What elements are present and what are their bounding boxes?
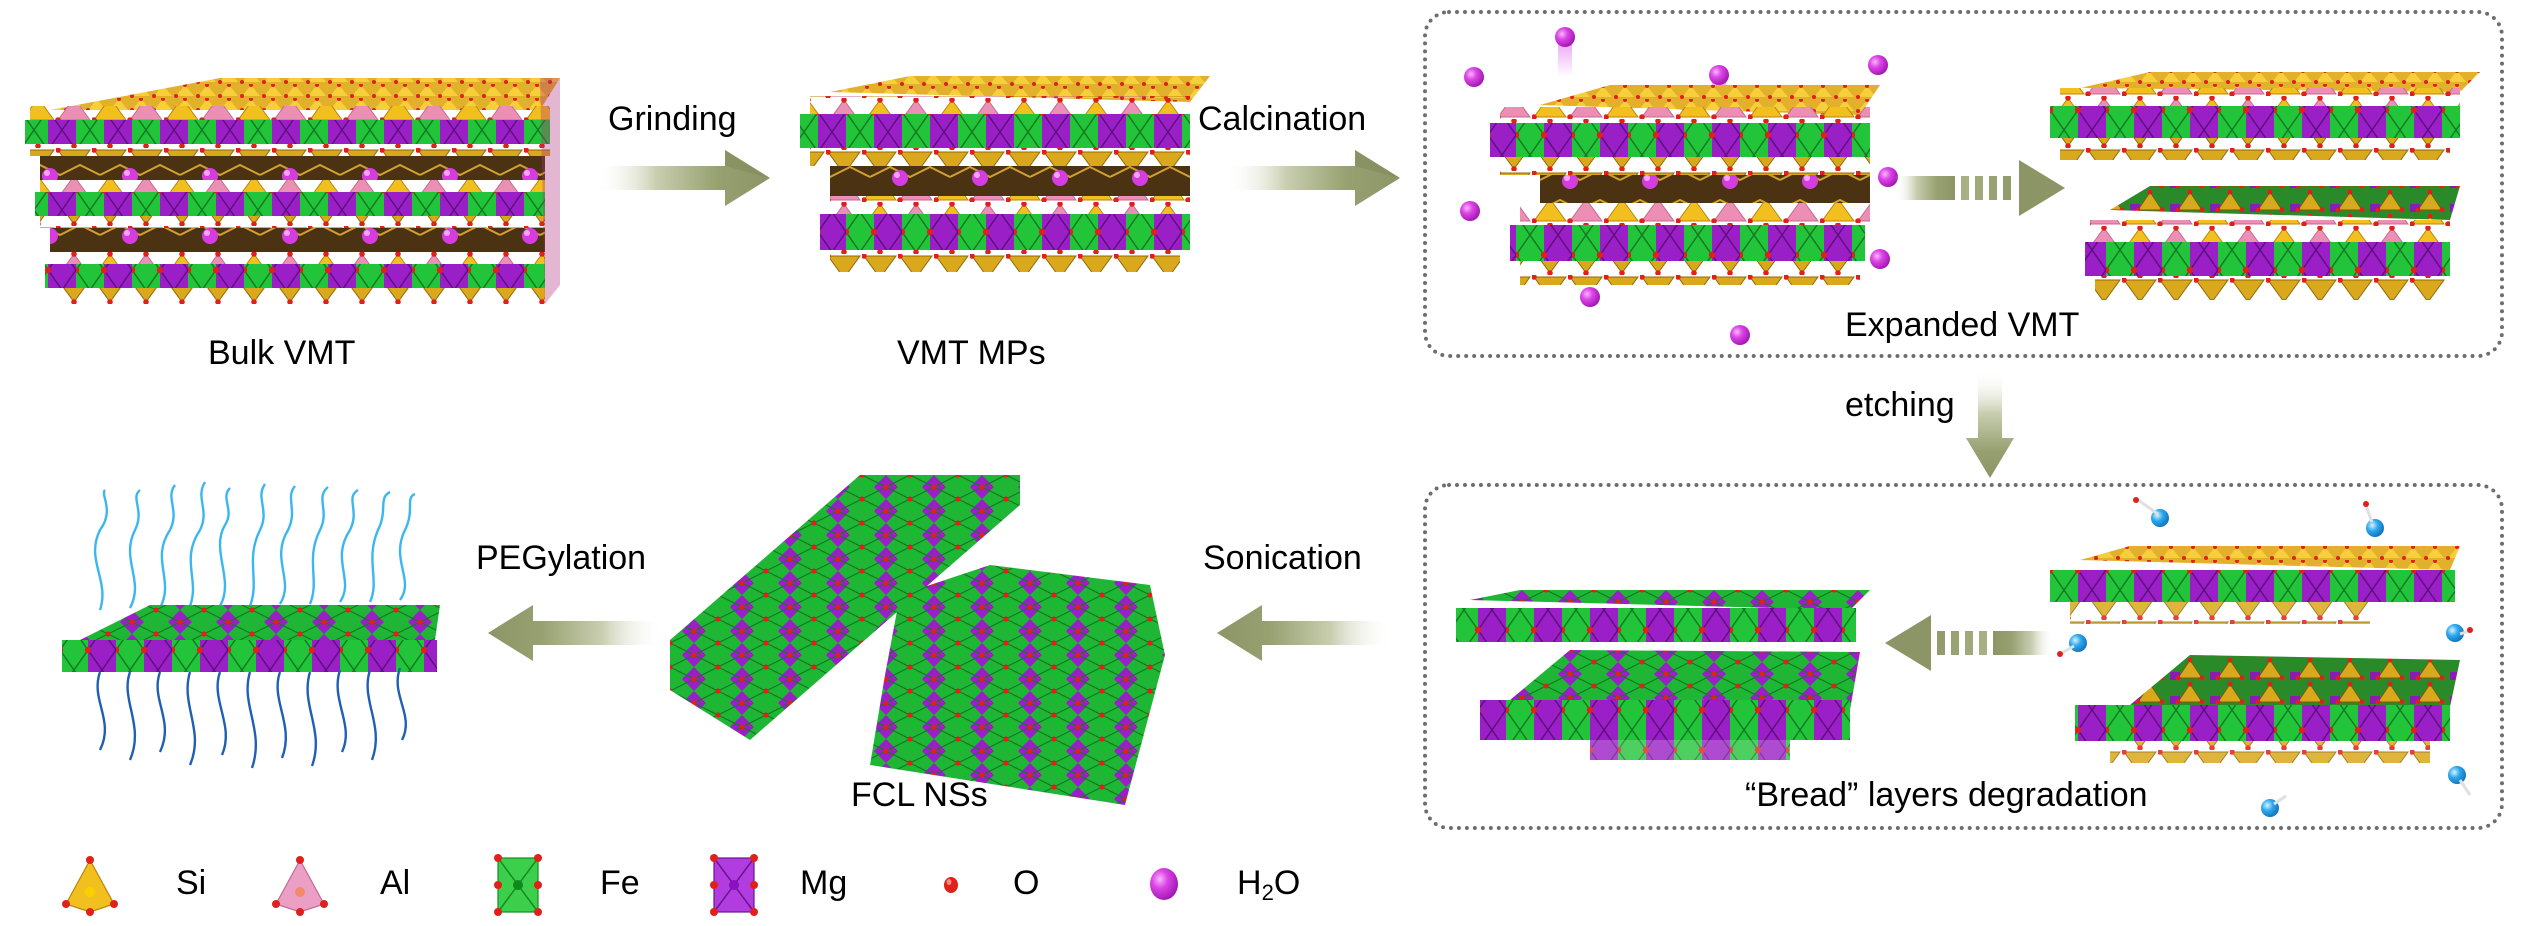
fcl-nanosheets-structure bbox=[670, 475, 1220, 805]
fe-octahedron-icon bbox=[494, 854, 542, 916]
pegylation-arrow bbox=[483, 605, 663, 661]
al-tetrahedron-icon bbox=[272, 856, 328, 916]
legend-label-mg: Mg bbox=[800, 864, 848, 902]
legend-label-si: Si bbox=[176, 864, 207, 902]
calcination-arrow bbox=[1225, 150, 1405, 206]
peg-chains-bottom bbox=[96, 667, 408, 769]
grinding-arrow bbox=[595, 150, 775, 206]
expansion-dashed-arrow bbox=[1895, 160, 2075, 216]
calcination-label: Calcination bbox=[1198, 100, 1367, 138]
fcl-nss-label: FCL NSs bbox=[851, 776, 988, 814]
peg-chains-top bbox=[94, 481, 416, 611]
legend-label-fe: Fe bbox=[600, 864, 640, 902]
etching-label: etching bbox=[1845, 386, 1955, 424]
pegylated-nanosheet-structure bbox=[60, 481, 450, 770]
bread-layers-degradation-label: “Bread” layers degradation bbox=[1745, 776, 2148, 814]
degradation-dashed-arrow bbox=[1875, 615, 2055, 671]
pegylation-label: PEGylation bbox=[476, 539, 647, 577]
degraded-octahedral-layers bbox=[1450, 590, 1870, 820]
sonication-label: Sonication bbox=[1203, 539, 1362, 577]
etchant-molecules bbox=[2057, 497, 2473, 817]
expanded-vmt-structure bbox=[2050, 70, 2480, 340]
si-tetrahedron-icon bbox=[62, 856, 118, 916]
bulk-vmt-label: Bulk VMT bbox=[208, 334, 356, 372]
calcined-vmt-structure bbox=[1460, 15, 1900, 345]
legend-label-o: O bbox=[1013, 864, 1040, 902]
vmt-mps-label: VMT MPs bbox=[897, 334, 1046, 372]
o-atom-icon bbox=[942, 874, 960, 896]
etching-arrow bbox=[1962, 370, 2018, 480]
h2o-molecule-icon bbox=[1148, 866, 1180, 902]
legend: Si Al Fe Mg O H2O bbox=[0, 850, 1400, 920]
sonication-arrow bbox=[1212, 605, 1392, 661]
legend-label-al: Al bbox=[380, 864, 411, 902]
expanded-vmt-panel bbox=[1423, 10, 2504, 358]
expanded-vmt-label: Expanded VMT bbox=[1845, 306, 2080, 344]
bulk-vmt-structure bbox=[20, 70, 560, 310]
etched-vmt-structure bbox=[2050, 490, 2480, 820]
bread-layers-degradation-panel bbox=[1423, 483, 2504, 830]
mg-octahedron-icon bbox=[710, 854, 758, 916]
legend-label-h2o: H2O bbox=[1237, 864, 1301, 905]
grinding-label: Grinding bbox=[608, 100, 737, 138]
vmt-microparticles-structure bbox=[790, 72, 1210, 302]
